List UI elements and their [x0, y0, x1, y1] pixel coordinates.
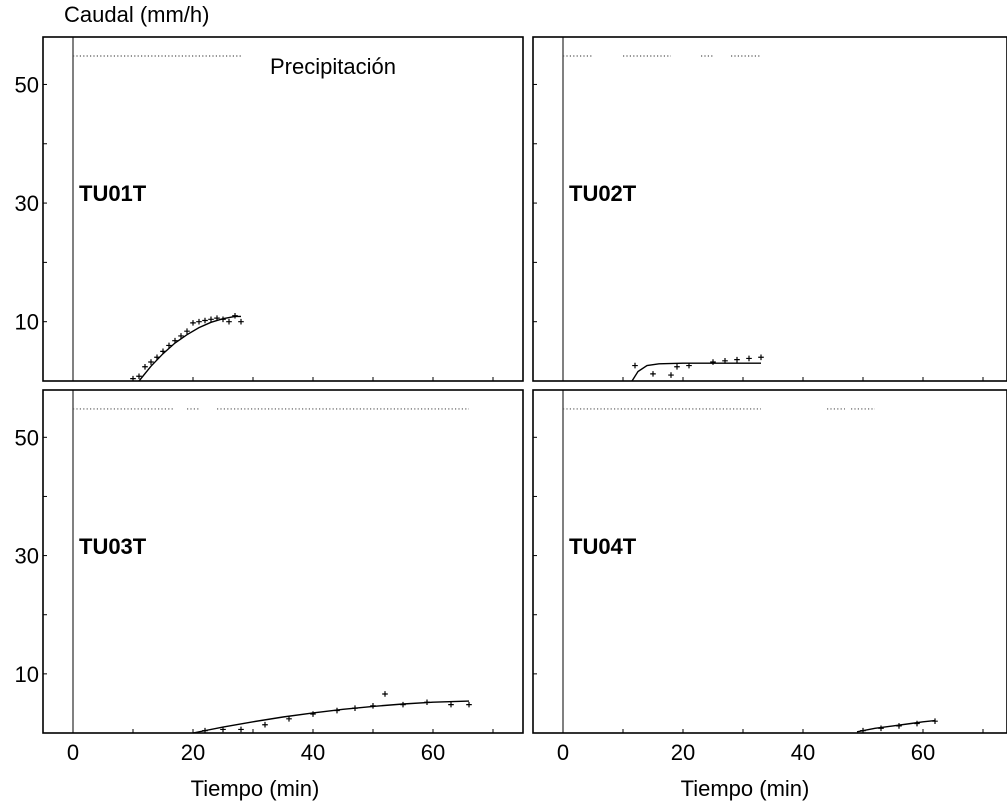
observed-point: [232, 312, 238, 319]
observed-point: [184, 328, 190, 334]
legend-label-precipitation: Precipitación: [270, 54, 396, 79]
observed-point: [214, 315, 220, 321]
observed-point: [142, 363, 148, 370]
x-tick-label-40: 40: [791, 740, 815, 765]
x-tick-label-0: 0: [67, 740, 79, 765]
observed-point: [860, 727, 866, 734]
observed-point: [202, 727, 208, 734]
observed-point: [154, 354, 160, 361]
panels-group: 10 30 50 TU01T TU02T 10 30 50 0 20 40 60 TU03T 0 20 40 6…: [15, 36, 1007, 765]
panel-frame: [532, 389, 1007, 734]
panel-label-tu01t: TU01T: [79, 181, 147, 206]
observed-point: [166, 342, 172, 349]
observed-point: [202, 317, 208, 324]
observed-point: [148, 359, 154, 365]
x-tick-label-20: 20: [181, 740, 205, 765]
observed-point: [932, 718, 938, 724]
x-axis-label-left: Tiempo (min): [191, 776, 320, 801]
observed-point: [674, 363, 680, 370]
observed-point: [668, 372, 674, 378]
observed-point: [220, 726, 226, 733]
panel-label-tu04t: TU04T: [569, 534, 637, 559]
y-tick-label-50: 50: [15, 72, 39, 97]
observed-point: [632, 362, 638, 369]
observed-point: [722, 358, 728, 364]
x-tick-label-20: 20: [671, 740, 695, 765]
observed-point: [400, 701, 406, 708]
panel-label-tu03t: TU03T: [79, 534, 147, 559]
observed-point: [878, 725, 884, 732]
observed-point: [160, 348, 166, 355]
observed-point: [178, 333, 184, 339]
x-tick-label-60: 60: [421, 740, 445, 765]
observed-point: [220, 316, 226, 323]
fitted-curve: [192, 700, 470, 734]
observed-point: [334, 707, 340, 714]
observed-point: [238, 318, 244, 325]
panel-tu02t: TU02T: [532, 36, 1007, 382]
observed-point: [734, 356, 740, 363]
x-tick-label-60: 60: [911, 740, 935, 765]
y-tick-label-30: 30: [15, 191, 39, 216]
observed-point: [746, 355, 752, 362]
observed-point: [466, 701, 472, 708]
observed-point: [310, 711, 316, 717]
y-tick-label-10: 10: [15, 310, 39, 335]
y-tick-label-10: 10: [15, 662, 39, 687]
observed-point: [136, 373, 142, 380]
observed-point: [758, 354, 764, 361]
y-tick-label-50: 50: [15, 425, 39, 450]
panel-tu03t: 10 30 50 0 20 40 60 TU03T: [15, 389, 524, 765]
observed-point: [286, 716, 292, 722]
panel-frame: [42, 389, 524, 734]
observed-point: [650, 371, 656, 377]
observed-point: [190, 320, 196, 326]
x-tick-label-40: 40: [301, 740, 325, 765]
fitted-curve: [138, 315, 241, 382]
y-tick-label-30: 30: [15, 544, 39, 569]
observed-point: [262, 721, 268, 728]
panel-tu04t: 0 20 40 60 TU04T: [532, 389, 1007, 765]
panel-frame: [532, 36, 1007, 382]
observed-point: [448, 701, 454, 708]
observed-point: [370, 702, 376, 709]
observed-point: [710, 359, 716, 365]
observed-point: [196, 318, 202, 325]
observed-point: [382, 691, 388, 697]
observed-point: [914, 720, 920, 727]
panel-frame: [42, 36, 524, 382]
panel-tu01t: 10 30 50 TU01T: [15, 36, 524, 382]
observed-point: [226, 318, 232, 325]
y-axis-label: Caudal (mm/h): [64, 2, 209, 27]
observed-point: [130, 375, 136, 382]
x-axis-label-right: Tiempo (min): [681, 776, 810, 801]
fitted-curve: [856, 719, 936, 733]
x-tick-label-0: 0: [557, 740, 569, 765]
observed-point: [238, 726, 244, 733]
observed-point: [352, 705, 358, 711]
fitted-curve: [631, 362, 761, 382]
panel-label-tu02t: TU02T: [569, 181, 637, 206]
observed-point: [896, 723, 902, 729]
observed-point: [686, 362, 692, 369]
observed-point: [208, 316, 214, 323]
observed-point: [172, 337, 178, 344]
observed-point: [424, 699, 430, 706]
